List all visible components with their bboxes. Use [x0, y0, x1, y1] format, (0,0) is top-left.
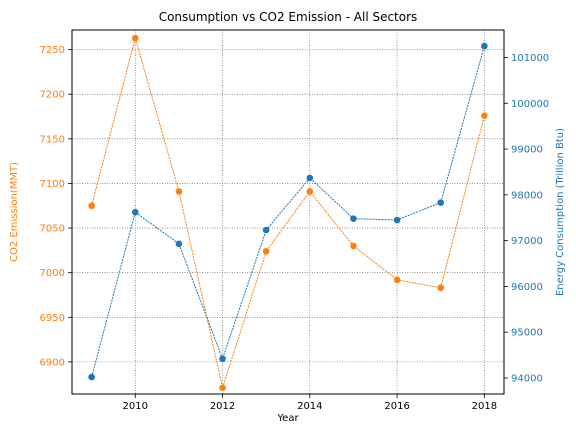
data-point-energy-consumption [306, 174, 314, 182]
left-y-axis-title: CO2 Emission(MMT) [9, 162, 20, 262]
data-point-energy-consumption [350, 215, 357, 222]
right-y-tick-label: 98000 [511, 190, 543, 201]
left-y-tick-label: 7200 [40, 90, 65, 101]
data-point-energy-consumption [262, 226, 270, 234]
x-tick-label: 2010 [123, 401, 148, 412]
right-y-tick-label: 97000 [511, 236, 543, 247]
x-axis-title: Year [276, 413, 299, 424]
left-y-tick-label: 7150 [40, 134, 65, 145]
right-y-tick-label: 101000 [511, 53, 549, 64]
data-point-co2-emission [219, 384, 226, 392]
data-point-co2-emission [175, 188, 183, 195]
x-tick-label: 2014 [297, 401, 322, 412]
data-point-energy-consumption [131, 208, 139, 216]
data-point-energy-consumption [219, 355, 226, 363]
right-y-tick-label: 96000 [511, 282, 543, 293]
left-y-tick-label: 6950 [40, 313, 65, 324]
plot-frame [71, 29, 505, 395]
data-point-co2-emission [350, 242, 357, 250]
data-point-co2-emission [262, 247, 270, 255]
data-point-energy-consumption [481, 42, 488, 50]
series-layer [88, 34, 488, 392]
data-point-energy-consumption [88, 373, 95, 381]
right-y-tick-label: 100000 [511, 99, 549, 110]
x-tick-label: 2012 [210, 401, 235, 412]
grid-lines [72, 30, 504, 394]
left-y-tick-label: 7000 [40, 268, 65, 279]
series-line-energy-consumption [91, 45, 485, 378]
axis-layer: 2010 2012 2014 2016 2018 6900 6950 7000 7050 7100… [40, 45, 550, 412]
chart-title: Consumption vs CO2 Emission - All Sector… [159, 10, 418, 24]
data-point-energy-consumption [393, 216, 401, 224]
series-line-co2-emission [91, 36, 485, 390]
left-y-tick-label: 7050 [40, 224, 65, 235]
x-tick-label: 2016 [384, 401, 409, 412]
data-point-co2-emission [437, 284, 445, 292]
left-y-tick-label: 6900 [40, 357, 65, 368]
data-point-energy-consumption [175, 240, 183, 248]
left-y-tick-label: 7250 [40, 45, 65, 56]
x-tick-label: 2018 [472, 401, 497, 412]
right-y-axis-title: Energy Consumption (Trillion Btu) [555, 128, 566, 296]
right-y-tick-label: 99000 [511, 145, 543, 156]
right-y-tick-label: 94000 [511, 373, 543, 384]
left-y-tick-label: 7100 [40, 179, 65, 190]
data-point-co2-emission [481, 112, 488, 119]
data-point-energy-consumption [437, 199, 445, 206]
right-y-tick-label: 95000 [511, 328, 543, 339]
data-point-co2-emission [306, 188, 314, 195]
data-point-co2-emission [131, 34, 139, 42]
data-point-co2-emission [88, 202, 95, 210]
data-point-co2-emission [393, 276, 401, 284]
